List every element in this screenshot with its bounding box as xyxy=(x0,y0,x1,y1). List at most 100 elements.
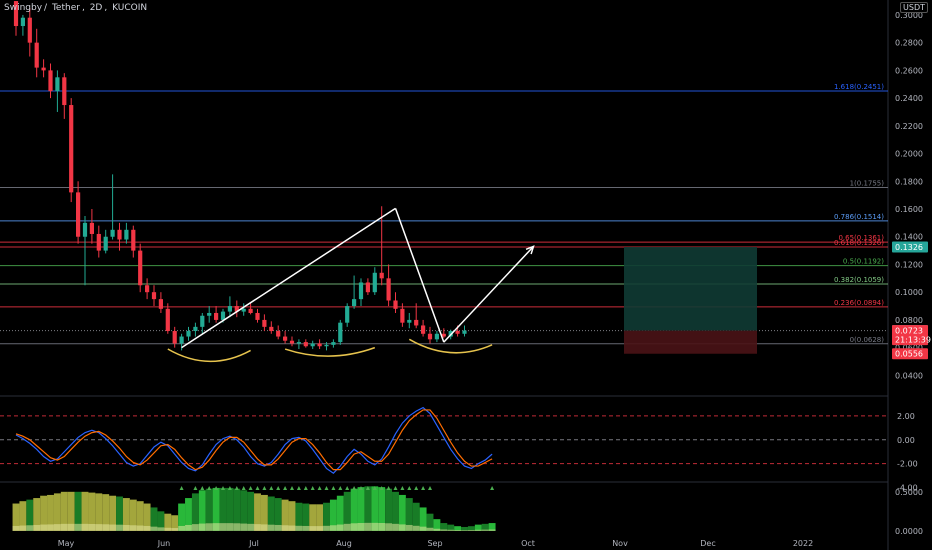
volume-base-band xyxy=(67,523,75,531)
oscillator-pane xyxy=(0,406,888,475)
volume-base-band xyxy=(233,523,241,531)
fib-level-label: 0.65(0.1361) xyxy=(838,234,884,242)
candle-body xyxy=(131,229,136,251)
candle-body xyxy=(427,333,433,340)
signal-marker xyxy=(386,486,391,490)
volume-base-band xyxy=(178,525,186,531)
volume-base-band xyxy=(433,528,441,531)
volume-bar xyxy=(102,494,110,531)
fibonacci-levels: 1.618(0.2451) 1(0.1755) 0.786(0.1514) 0.65(… xyxy=(0,83,888,345)
volume-base-band xyxy=(467,530,475,531)
fib-level-label: 0.618(0.1326) xyxy=(834,239,884,247)
base-arc xyxy=(408,338,493,354)
currency-unit-badge[interactable]: USDT xyxy=(900,2,928,13)
signal-marker xyxy=(207,486,212,490)
signal-marker xyxy=(421,486,426,490)
pattern-trend-line xyxy=(443,245,535,343)
volume-base-band xyxy=(102,524,110,531)
volume-bar xyxy=(309,504,317,531)
volume-bar xyxy=(357,487,365,531)
volume-bar xyxy=(67,491,75,531)
volume-bar xyxy=(122,498,130,531)
volume-bar xyxy=(488,523,496,531)
fib-level-label: 0.236(0.0894) xyxy=(834,299,884,307)
candle-body xyxy=(158,299,163,309)
candle-body xyxy=(310,343,315,347)
volume-bar xyxy=(454,526,462,531)
candle-body xyxy=(151,292,157,300)
candle-body xyxy=(214,312,219,320)
price-tag xyxy=(892,348,928,360)
candle-body xyxy=(193,326,198,332)
volume-base-band xyxy=(240,523,248,531)
candle-body xyxy=(103,236,108,251)
candle-body xyxy=(241,308,246,312)
signal-marker xyxy=(490,486,495,490)
volume-base-band xyxy=(295,525,303,531)
volume-base-band xyxy=(440,529,448,531)
price-tag-label: 21:13:39 xyxy=(895,336,931,345)
volume-bar xyxy=(371,486,379,531)
candle-body xyxy=(434,333,439,340)
candle-body xyxy=(421,325,426,334)
volume-base-band xyxy=(447,529,455,531)
volume-bar xyxy=(150,507,158,531)
volume-base-band xyxy=(378,523,386,531)
volume-bar xyxy=(198,490,206,531)
volume-bar xyxy=(219,487,227,531)
volume-bar xyxy=(247,491,255,531)
volume-base-band xyxy=(81,523,89,531)
signal-marker xyxy=(414,486,419,490)
volume-base-band xyxy=(454,530,462,531)
price-tick-label: 0.2800 xyxy=(895,39,923,48)
volume-bar xyxy=(281,499,289,531)
volume-base-band xyxy=(392,523,399,531)
signal-marker xyxy=(193,486,198,490)
volume-bar xyxy=(47,494,54,531)
fib-level-label: 0.382(0.1059) xyxy=(834,276,884,284)
volume-bar xyxy=(329,499,337,531)
price-tick-label: 0.3000 xyxy=(895,11,923,20)
signal-marker xyxy=(393,486,398,490)
candle-body xyxy=(227,306,232,312)
price-tag-label: 0.1326 xyxy=(895,243,923,252)
volume-bar xyxy=(350,488,358,531)
volume-bar xyxy=(364,486,372,531)
signal-marker xyxy=(296,486,301,490)
volume-bar xyxy=(447,524,455,531)
volume-base-band xyxy=(385,523,393,531)
volume-base-band xyxy=(302,525,310,531)
volume-base-band xyxy=(164,527,172,531)
candle-body xyxy=(27,17,32,43)
volume-bar xyxy=(481,523,489,531)
price-tick-label: 0.0800 xyxy=(895,316,923,325)
volume-tick-label: 0.0000 xyxy=(895,527,923,536)
candle-body xyxy=(365,282,370,293)
volume-bar xyxy=(178,503,186,531)
candle-body xyxy=(296,342,301,344)
candlestick-series xyxy=(13,1,467,351)
candle-body xyxy=(20,17,25,27)
volume-base-band xyxy=(60,523,68,531)
time-axis-label: Sep xyxy=(427,539,442,548)
volume-base-band xyxy=(398,524,406,531)
fib-level-label: 0.786(0.1514) xyxy=(834,213,884,221)
osc-tick-label: 2.00 xyxy=(897,412,915,421)
position-target-zone xyxy=(624,246,757,331)
candle-body xyxy=(283,336,288,341)
volume-base-band xyxy=(171,528,179,531)
candle-body xyxy=(138,250,143,286)
candle-body xyxy=(48,70,53,92)
osc-tick-label: -4.00 xyxy=(897,484,918,493)
candle-body xyxy=(276,331,281,337)
volume-bar xyxy=(392,491,399,531)
volume-base-band xyxy=(19,525,27,531)
candle-body xyxy=(69,105,74,193)
volume-bar xyxy=(185,498,192,531)
quote-symbol: Tether xyxy=(51,3,80,13)
price-tick-label: 0.1400 xyxy=(895,233,923,242)
volume-bar xyxy=(240,490,248,531)
volume-base-band xyxy=(481,529,489,531)
volume-base-band xyxy=(40,524,48,531)
